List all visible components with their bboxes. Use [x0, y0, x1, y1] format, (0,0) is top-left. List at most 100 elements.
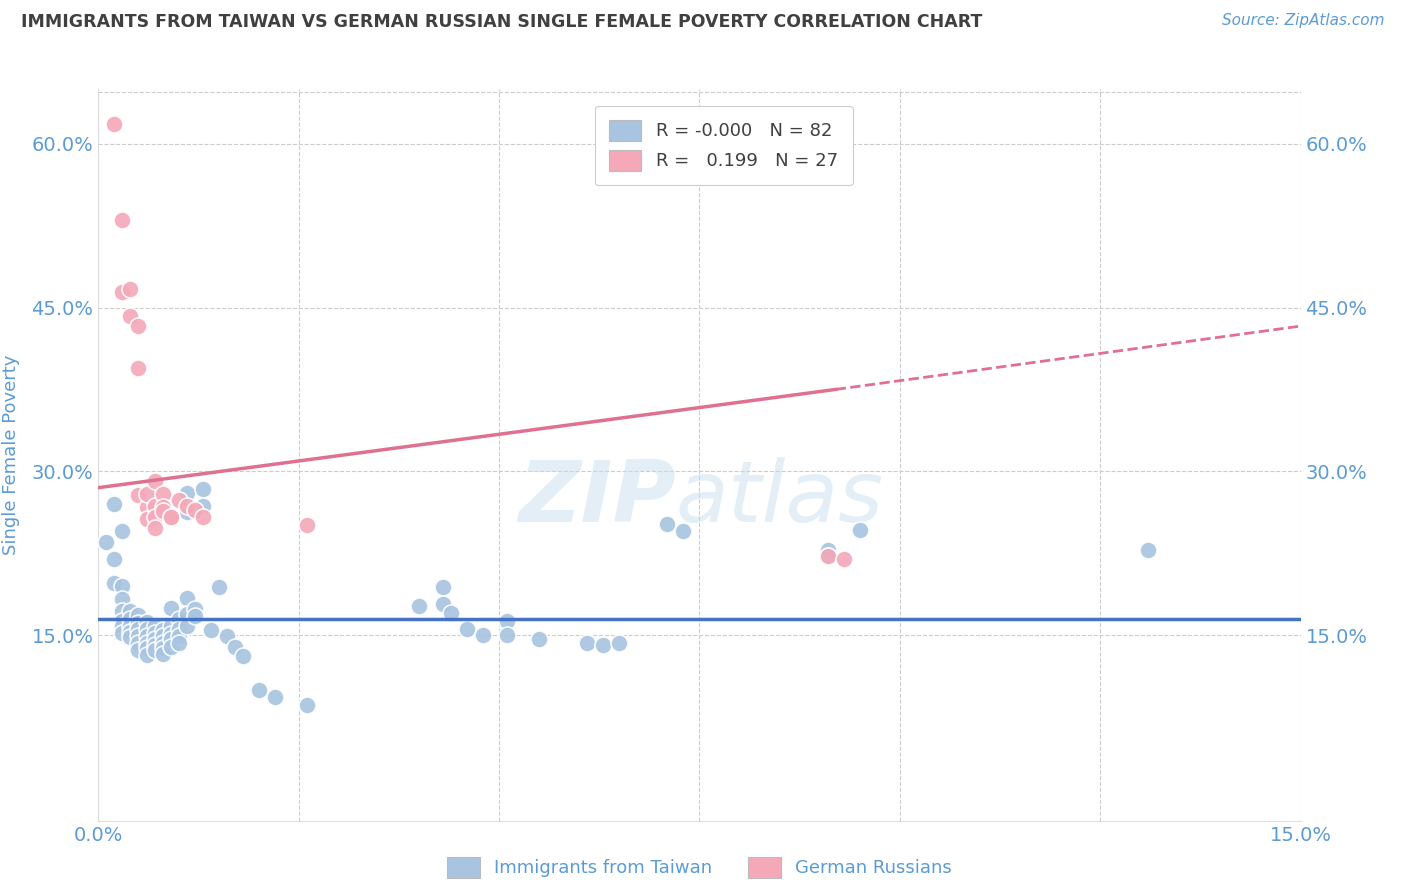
Point: [143, 632, 166, 647]
Point: [143, 638, 166, 652]
Point: [176, 500, 198, 514]
Point: [496, 614, 519, 628]
Point: [152, 503, 174, 517]
Point: [832, 551, 855, 566]
Point: [111, 619, 134, 633]
Point: [159, 510, 181, 524]
Point: [159, 627, 181, 641]
Legend: Immigrants from Taiwan, German Russians: Immigrants from Taiwan, German Russians: [440, 849, 959, 885]
Point: [152, 647, 174, 661]
Point: [159, 600, 181, 615]
Point: [191, 500, 214, 514]
Point: [135, 512, 157, 526]
Point: [176, 607, 198, 622]
Point: [120, 630, 142, 644]
Point: [609, 636, 631, 650]
Point: [176, 591, 198, 605]
Point: [247, 682, 270, 697]
Point: [111, 614, 134, 628]
Point: [496, 628, 519, 642]
Point: [143, 625, 166, 640]
Point: [152, 629, 174, 643]
Point: [215, 629, 238, 643]
Point: [191, 482, 214, 496]
Point: [135, 648, 157, 662]
Point: [176, 505, 198, 519]
Point: [135, 636, 157, 650]
Point: [456, 622, 478, 636]
Point: [111, 579, 134, 593]
Point: [183, 502, 205, 516]
Text: atlas: atlas: [675, 458, 883, 541]
Point: [135, 487, 157, 501]
Point: [96, 535, 118, 549]
Point: [191, 510, 214, 524]
Point: [1137, 542, 1160, 557]
Point: [200, 623, 222, 637]
Point: [128, 608, 150, 623]
Point: [176, 619, 198, 633]
Point: [128, 643, 150, 657]
Point: [103, 117, 125, 131]
Point: [103, 575, 125, 590]
Point: [120, 612, 142, 626]
Point: [167, 629, 190, 643]
Point: [849, 523, 872, 537]
Point: [103, 497, 125, 511]
Point: [183, 602, 205, 616]
Point: [152, 623, 174, 637]
Point: [128, 360, 150, 375]
Point: [159, 619, 181, 633]
Point: [159, 510, 181, 524]
Point: [263, 690, 285, 705]
Point: [232, 648, 254, 663]
Point: [120, 310, 142, 324]
Point: [152, 487, 174, 501]
Point: [817, 549, 839, 564]
Point: [111, 213, 134, 227]
Point: [128, 615, 150, 630]
Point: [135, 615, 157, 629]
Point: [295, 698, 318, 712]
Point: [128, 622, 150, 636]
Point: [128, 319, 150, 334]
Point: [657, 516, 679, 531]
Point: [143, 643, 166, 657]
Point: [183, 609, 205, 624]
Y-axis label: Single Female Poverty: Single Female Poverty: [3, 355, 21, 555]
Point: [111, 625, 134, 640]
Text: IMMIGRANTS FROM TAIWAN VS GERMAN RUSSIAN SINGLE FEMALE POVERTY CORRELATION CHART: IMMIGRANTS FROM TAIWAN VS GERMAN RUSSIAN…: [21, 13, 983, 31]
Point: [159, 632, 181, 647]
Point: [529, 632, 551, 647]
Point: [120, 624, 142, 639]
Point: [135, 641, 157, 656]
Point: [167, 636, 190, 650]
Point: [135, 622, 157, 636]
Point: [432, 598, 454, 612]
Point: [408, 599, 430, 613]
Point: [208, 580, 231, 594]
Point: [152, 500, 174, 515]
Point: [167, 612, 190, 626]
Point: [128, 629, 150, 643]
Point: [111, 592, 134, 607]
Text: ZIP: ZIP: [517, 458, 675, 541]
Point: [143, 474, 166, 488]
Point: [159, 640, 181, 654]
Point: [143, 521, 166, 535]
Point: [592, 638, 614, 652]
Point: [817, 549, 839, 564]
Point: [143, 500, 166, 514]
Point: [128, 636, 150, 650]
Point: [817, 542, 839, 557]
Point: [135, 500, 157, 515]
Point: [152, 636, 174, 650]
Point: [111, 524, 134, 539]
Point: [152, 641, 174, 656]
Point: [103, 551, 125, 566]
Point: [576, 636, 599, 650]
Point: [120, 619, 142, 633]
Point: [295, 517, 318, 532]
Point: [111, 285, 134, 300]
Point: [440, 606, 463, 620]
